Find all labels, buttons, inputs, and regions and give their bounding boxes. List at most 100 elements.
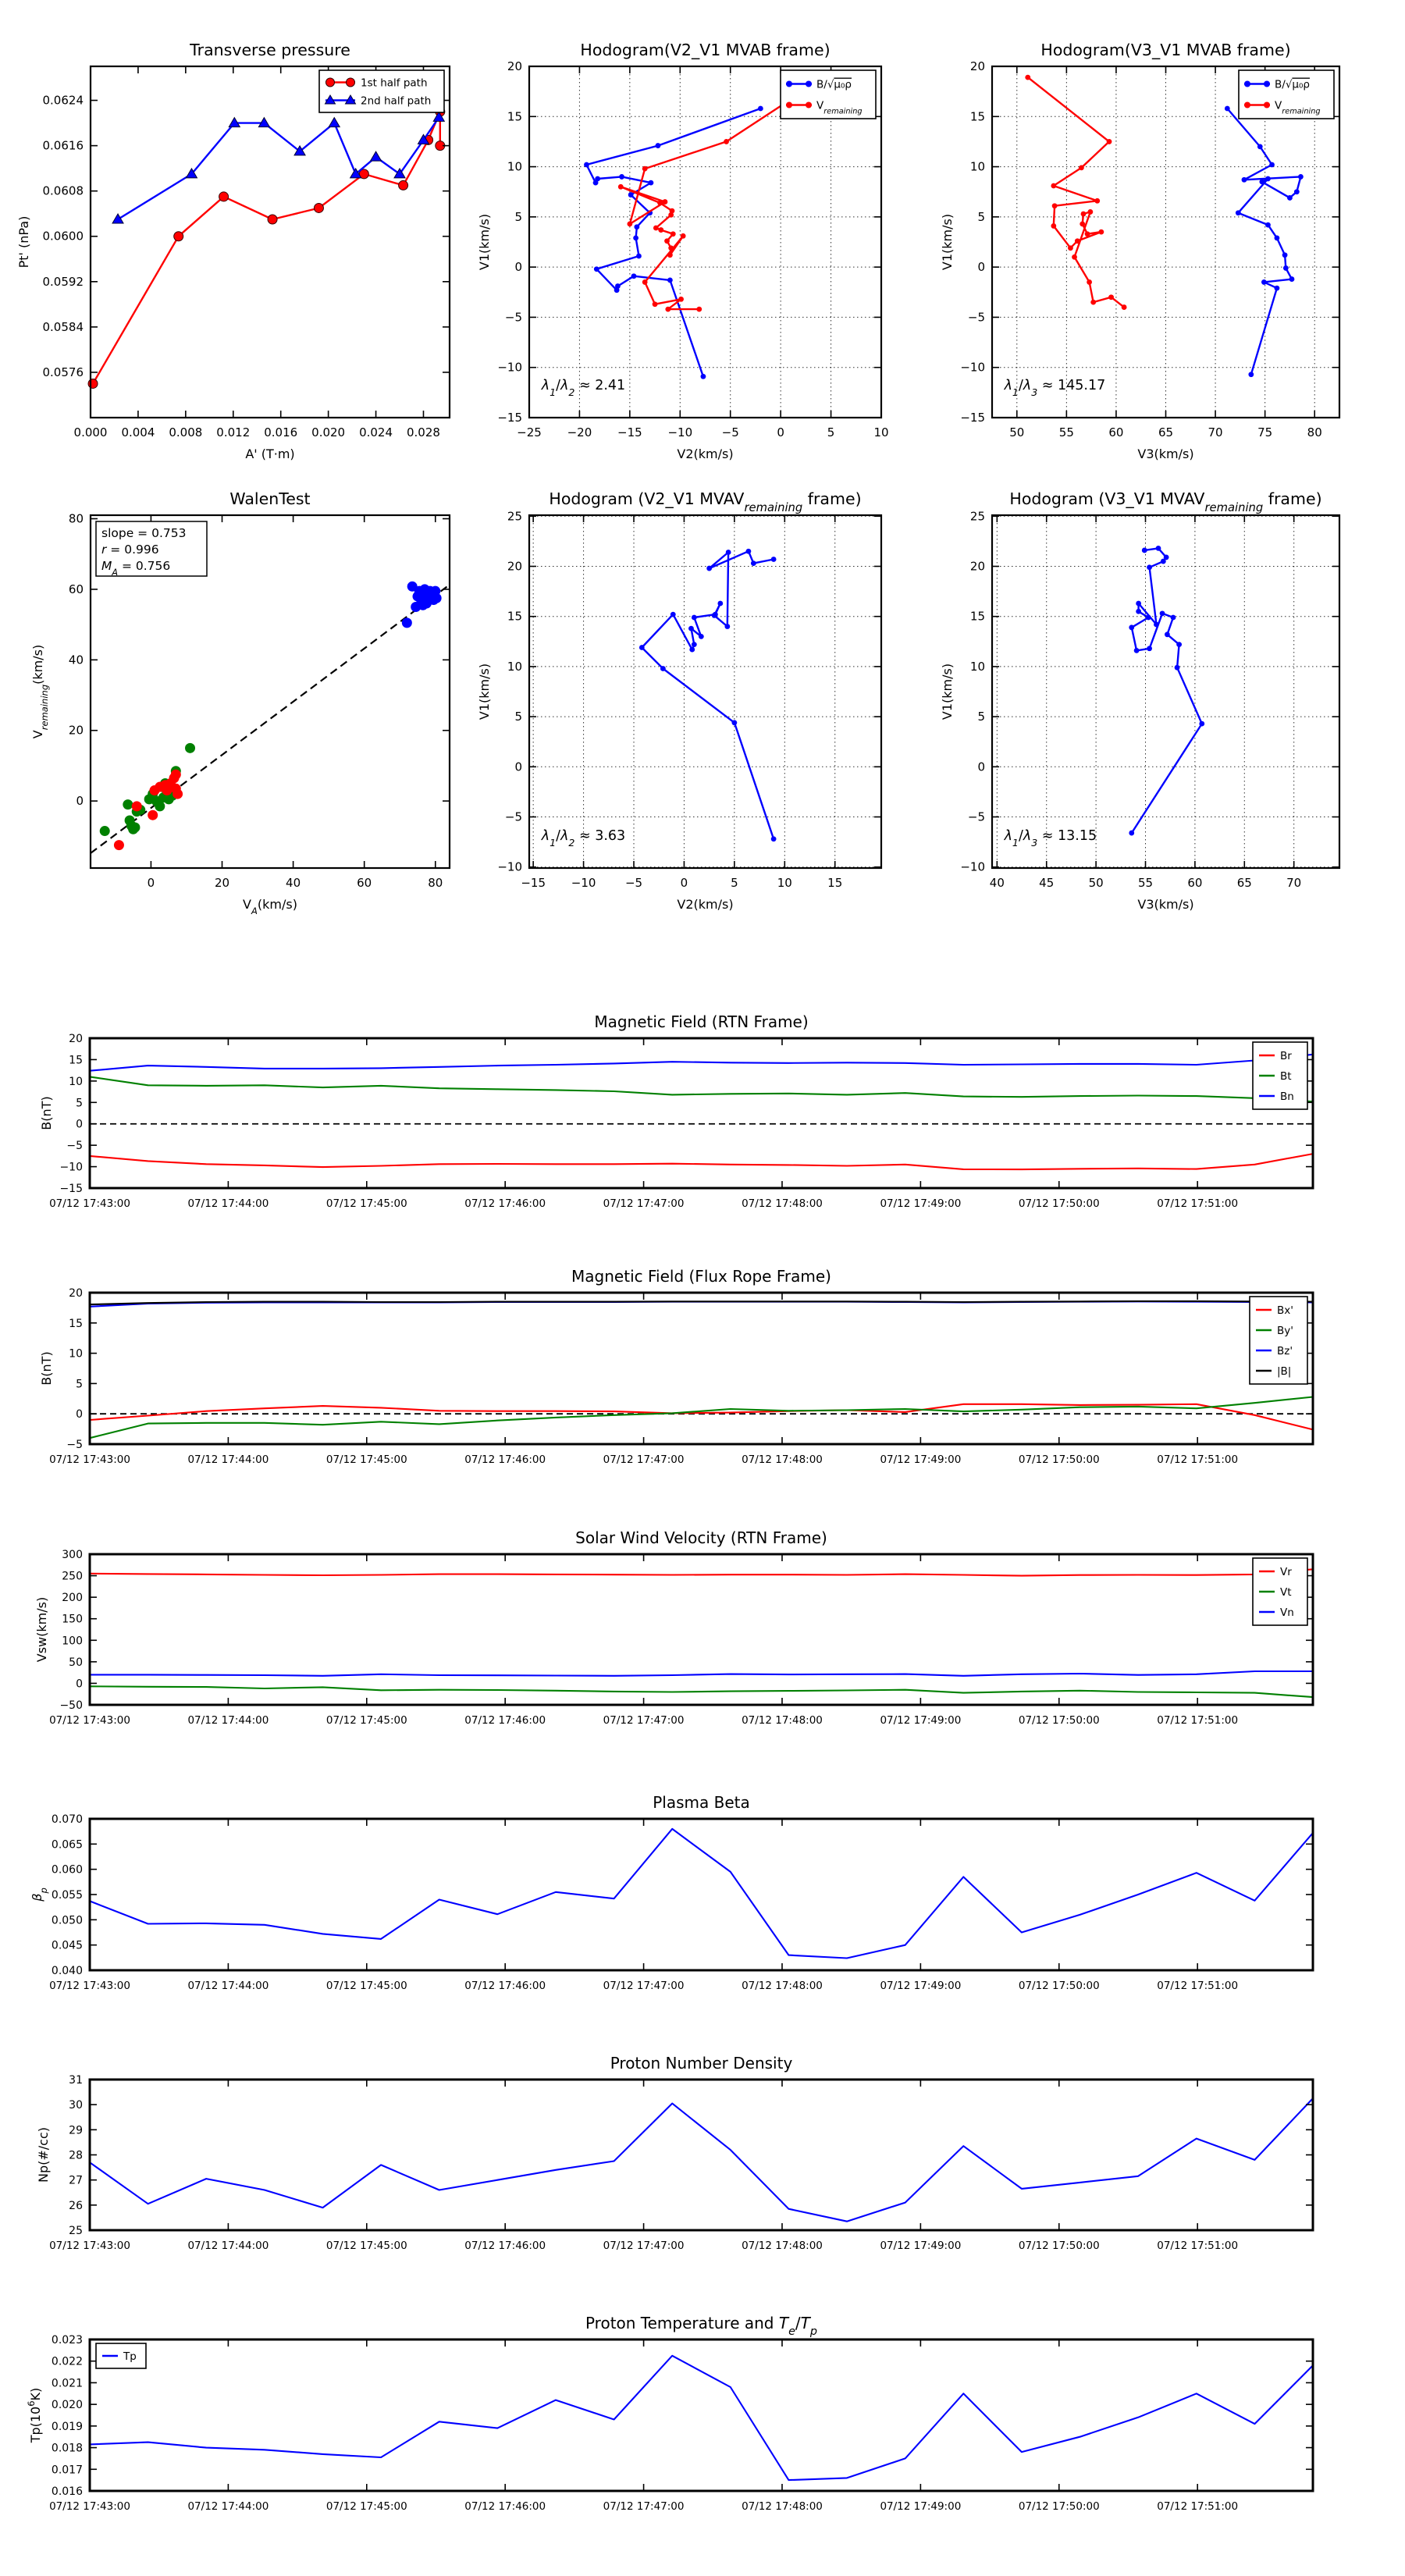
x-tick-label: 60 [1108,425,1123,439]
chart-proton-number-density: 07/12 17:43:00 07/12 17:44:00 07/12 17:45:… [36,2054,1314,2252]
y-axis-label: Np(#/cc) [36,2127,51,2183]
vsw_rtn-svg: 07/12 17:43:00 07/12 17:44:00 07/12 17:45:… [34,1528,1314,1727]
y-axis-label: Vremaining(km/s) [30,645,50,738]
y-tick-label: 28 [69,2150,83,2162]
legend-label: Tp [123,2350,137,2363]
y-tick-label: 20 [69,1033,83,1045]
x-axis-label: V2(km/s) [677,897,733,912]
mf_rtn-svg: 07/12 17:43:00 07/12 17:44:00 07/12 17:45:… [39,1012,1314,1210]
y-tick-label: −5 [505,310,522,324]
x-tick-label: 07/12 17:43:00 [49,1197,130,1210]
x-tick-label: 07/12 17:44:00 [187,1197,269,1210]
x-tick-label: 07/12 17:49:00 [880,1980,961,1992]
y-tick-label: 0.020 [52,2399,83,2411]
y-tick-label: 0 [514,760,522,774]
x-tick-label: 07/12 17:45:00 [326,2500,407,2513]
annotation: λ1/λ3 ≈ 145.17 [1004,378,1106,398]
chart-title: Proton Number Density [610,2054,793,2073]
walen_test-svg: 0 20 40 60 80 0 20 40 60 80 WalenTest VA(km/s) Vrema… [30,489,451,916]
chart-title: Hodogram(V2_V1 MVAB frame) [580,41,830,60]
x-tick-label: 80 [428,876,443,890]
x-tick-label: −20 [567,425,592,439]
chart-solar-wind-velocity: 07/12 17:43:00 07/12 17:44:00 07/12 17:45:… [34,1528,1314,1727]
stats-line: MA = 0.756 [101,559,170,578]
x-tick-label: 07/12 17:48:00 [742,1197,823,1210]
x-tick-label: 80 [1307,425,1322,439]
x-tick-label: 07/12 17:50:00 [1019,1453,1100,1466]
x-tick-label: 5 [731,876,738,890]
legend-box [318,69,445,113]
plasma_beta-svg: 07/12 17:43:00 07/12 17:44:00 07/12 17:45:… [30,1793,1314,1992]
chart-title: Hodogram (V2_V1 MVAVremaining frame) [549,489,861,514]
x-tick-label: 07/12 17:45:00 [326,1453,407,1466]
chart-hodogram-v3v1-mvab: 50 55 60 65 70 75 80 −15 −10 −5 0 5 10 15 20 Hodogram(V… [940,41,1341,461]
x-tick-label: 45 [1039,876,1054,890]
x-tick-label: 0.012 [216,425,250,439]
x-tick-label: 07/12 17:43:00 [49,1980,130,1992]
x-tick-label: 07/12 17:49:00 [880,1197,961,1210]
y-tick-label: 15 [507,109,522,123]
y-tick-label: 0.065 [52,1838,83,1851]
y-tick-label: 200 [62,1592,83,1604]
y-tick-label: 0.0576 [43,365,84,379]
y-tick-label: −10 [59,1162,83,1174]
x-tick-label: 07/12 17:51:00 [1157,1714,1238,1727]
y-tick-label: 150 [62,1614,83,1626]
chart-title: Transverse pressure [189,41,350,59]
y-axis-label: V1(km/s) [477,664,492,720]
y-axis-label: B(nT) [39,1351,54,1385]
y-tick-label: 100 [62,1635,83,1647]
x-tick-label: 07/12 17:51:00 [1157,1980,1238,1992]
x-tick-label: 07/12 17:43:00 [49,2240,130,2252]
x-tick-label: 07/12 17:48:00 [742,1714,823,1727]
legend-label: Vt [1280,1586,1292,1599]
x-tick-label: 07/12 17:50:00 [1019,1980,1100,1992]
y-tick-label: 20 [970,559,985,573]
x-tick-label: 07/12 17:46:00 [464,1197,546,1210]
x-tick-label: 0.028 [407,425,440,439]
x-tick-label: 50 [1009,425,1024,439]
chart-hodogram-v2v1-mvav: −15 −10 −5 0 5 10 15 −10 −5 0 5 10 15 20 25 Hodogram (V… [477,489,883,912]
x-axis-label: VA(km/s) [243,897,297,916]
y-axis-label: B(nT) [39,1096,54,1130]
y-tick-label: 250 [62,1571,83,1583]
x-tick-label: 07/12 17:46:00 [464,2240,546,2252]
y-tick-label: 0.050 [52,1914,83,1927]
y-tick-label: 0.060 [52,1864,83,1877]
x-tick-label: 07/12 17:46:00 [464,1714,546,1727]
x-tick-label: 0.004 [121,425,155,439]
legend-label: Bt [1280,1070,1292,1083]
x-tick-label: 07/12 17:45:00 [326,2240,407,2252]
x-tick-label: 0.008 [169,425,202,439]
x-tick-label: 50 [1089,876,1104,890]
y-tick-label: −15 [59,1183,83,1195]
x-tick-label: 07/12 17:44:00 [187,1714,269,1727]
chart-walen-test: 0 20 40 60 80 0 20 40 60 80 WalenTest VA(km/s) Vrema… [30,489,451,916]
y-tick-label: 0.0584 [43,320,84,334]
x-tick-label: 07/12 17:44:00 [187,1980,269,1992]
x-tick-label: 07/12 17:44:00 [187,1453,269,1466]
x-tick-label: 07/12 17:49:00 [880,1453,961,1466]
y-tick-label: 0.016 [52,2485,83,2498]
y-tick-label: 0.0600 [43,229,84,244]
y-tick-label: 20 [69,724,84,738]
legend-box [1238,69,1335,119]
x-tick-label: 10 [777,876,792,890]
x-axis-label: V2(km/s) [677,447,733,461]
legend-label: 1st half path [361,77,428,90]
x-tick-label: 40 [286,876,301,890]
y-tick-label: 25 [69,2225,83,2237]
y-tick-label: 10 [970,660,985,674]
hodogram_v3v1_mvav-svg: 40 45 50 55 60 65 70 −10 −5 0 5 10 15 20 25 Hodogram (V… [940,489,1341,912]
mf_flux_rope-svg: 07/12 17:43:00 07/12 17:44:00 07/12 17:45:… [39,1267,1314,1466]
chart-proton-temperature: 07/12 17:43:00 07/12 17:44:00 07/12 17:45:… [26,2314,1314,2513]
x-tick-label: 07/12 17:49:00 [880,1714,961,1727]
x-tick-label: 07/12 17:51:00 [1157,2240,1238,2252]
x-tick-label: −15 [521,876,546,890]
x-tick-label: 75 [1257,425,1272,439]
y-tick-label: 10 [69,1348,83,1361]
chart-title: Magnetic Field (Flux Rope Frame) [571,1267,831,1286]
x-tick-label: −10 [667,425,692,439]
y-tick-label: 0.018 [52,2443,83,2455]
